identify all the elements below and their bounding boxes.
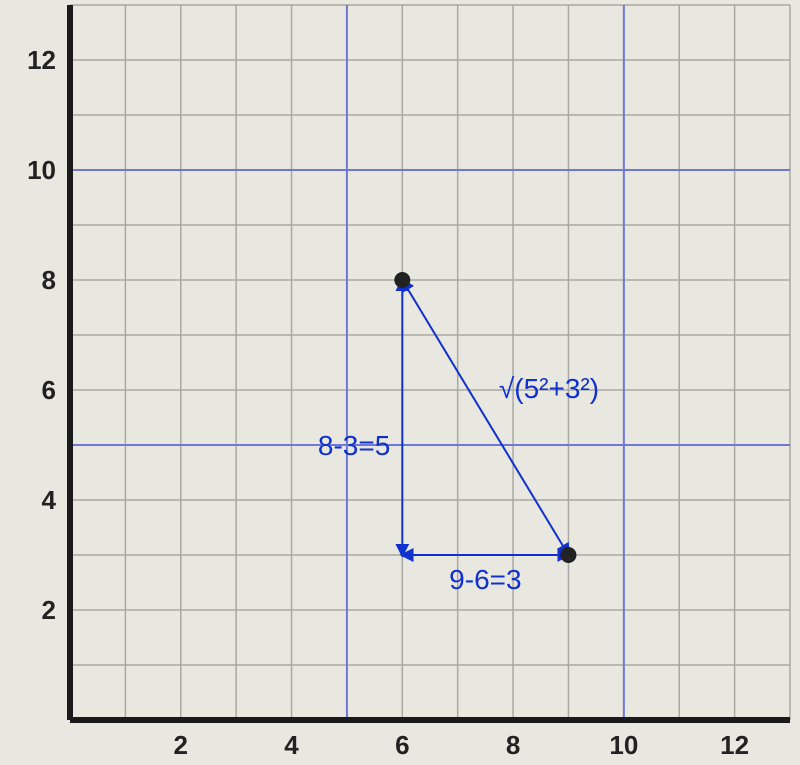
x-tick-label: 2: [174, 730, 188, 760]
x-tick-label: 10: [609, 730, 638, 760]
x-tick-label: 6: [395, 730, 409, 760]
distance-arrow: [402, 280, 568, 555]
y-tick-label: 4: [42, 485, 57, 515]
x-tick-label: 4: [284, 730, 299, 760]
y-tick-label: 6: [42, 375, 56, 405]
y-tick-label: 2: [42, 595, 56, 625]
y-tick-label: 10: [27, 155, 56, 185]
coordinate-grid-chart: 2 4 6 8 10 12 2 4 6 8 10 12 8-3=5 9-6=3 √(5²+3²): [0, 0, 800, 765]
y-tick-label: 12: [27, 45, 56, 75]
x-tick-label: 8: [506, 730, 520, 760]
vertical-leg-label: 8-3=5: [318, 430, 390, 461]
horizontal-leg-label: 9-6=3: [449, 564, 521, 595]
data-point: [394, 272, 410, 288]
y-tick-label: 8: [42, 265, 56, 295]
hypotenuse-label: √(5²+3²): [499, 373, 599, 404]
x-tick-label: 12: [720, 730, 749, 760]
data-point: [560, 547, 576, 563]
